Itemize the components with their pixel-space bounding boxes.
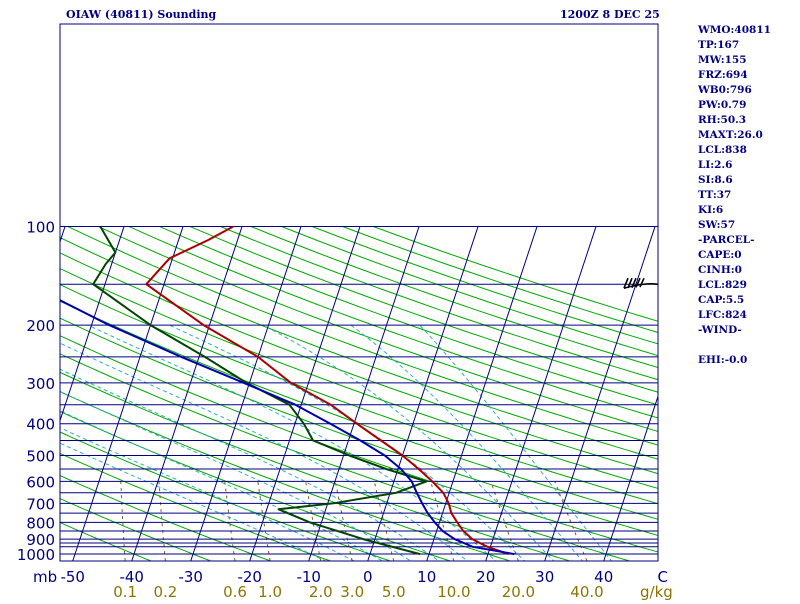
pressure-tick-label: 700 — [26, 495, 55, 513]
temperature-tick-label: 30 — [535, 568, 554, 586]
stat-line — [698, 338, 771, 353]
isotherm-line — [368, 227, 478, 561]
stat-line: LI:2.6 — [698, 158, 771, 173]
stat-line: RH:50.3 — [698, 113, 771, 128]
mixing-ratio-label: 5.0 — [382, 583, 406, 600]
stat-line: TT:37 — [698, 188, 771, 203]
stat-line: CAPE:0 — [698, 248, 771, 263]
pressure-tick-label: 400 — [26, 416, 55, 434]
stat-line: CINH:0 — [698, 263, 771, 278]
stat-line: MAXT:26.0 — [698, 128, 771, 143]
mixing-ratio-label: 20.0 — [502, 583, 535, 600]
pressure-tick-label: 200 — [26, 317, 55, 335]
pressure-tick-label: 600 — [26, 473, 55, 491]
mixing-ratio-label: 0.2 — [153, 583, 177, 600]
pressure-tick-label: 1000 — [17, 546, 55, 564]
isotherm-line — [0, 227, 6, 561]
stat-line: SW:57 — [698, 218, 771, 233]
stat-line: KI:6 — [698, 203, 771, 218]
stat-line: TP:167 — [698, 38, 771, 53]
mixing-ratio-line — [335, 481, 352, 561]
isotherms — [0, 227, 800, 561]
plot-frame — [60, 24, 658, 561]
stat-line: WMO:40811 — [698, 23, 771, 38]
chart-title: OIAW (40811) Sounding — [66, 8, 216, 21]
stat-line: MW:155 — [698, 53, 771, 68]
valid-time: 1200Z 8 DEC 25 — [560, 8, 660, 21]
mixing-ratio-label: 10.0 — [437, 583, 470, 600]
stat-line: LCL:829 — [698, 278, 771, 293]
pressure-tick-label: 300 — [26, 375, 55, 393]
stat-line: FRZ:694 — [698, 68, 771, 83]
mixing-ratio-line — [258, 481, 270, 561]
pressure-tick-label: 500 — [26, 447, 55, 465]
dry-adiabat-line — [0, 227, 168, 568]
temperature-tick-label: 0 — [363, 568, 373, 586]
mixing-ratio-label: 0.1 — [113, 583, 137, 600]
dry-adiabat-line — [98, 227, 800, 568]
temperature-tick-label: 20 — [476, 568, 495, 586]
mixing-ratio-label: 2.0 — [309, 583, 333, 600]
stat-line: SI:8.6 — [698, 173, 771, 188]
stat-line: PW:0.79 — [698, 98, 771, 113]
stat-line: WB0:796 — [698, 83, 771, 98]
dry-adiabat-line — [0, 227, 471, 568]
isotherm-line — [73, 227, 183, 561]
dry-adiabat-line — [7, 227, 800, 568]
stat-line: EHI:-0.0 — [698, 353, 771, 368]
pressure-tick-label: 100 — [26, 219, 55, 237]
pressure-unit-label: mb — [33, 568, 57, 586]
isotherm-line — [309, 227, 419, 561]
mixing-ratio-label: 1.0 — [258, 583, 282, 600]
isotherm-line — [545, 227, 655, 561]
pressure-tick-label: 800 — [26, 514, 55, 532]
wind-barb-flag — [640, 278, 644, 287]
stat-line: -PARCEL- — [698, 233, 771, 248]
temperature-tick-label: -30 — [178, 568, 203, 586]
mixing-ratio-line — [225, 481, 235, 561]
stat-line: LCL:838 — [698, 143, 771, 158]
mixing-ratio-line — [159, 481, 166, 561]
mixing-ratio-label: 0.6 — [223, 583, 247, 600]
isotherm-line — [132, 227, 242, 561]
stat-line: LFC:824 — [698, 308, 771, 323]
temperature-tick-label: -50 — [60, 568, 85, 586]
mixing-ratio-label: 3.0 — [340, 583, 364, 600]
stat-line: CAP:5.5 — [698, 293, 771, 308]
mixing-ratio-unit-label: g/kg — [640, 583, 673, 600]
stat-line: -WIND- — [698, 323, 771, 338]
mixing-ratio-label: 40.0 — [570, 583, 603, 600]
wind-barbs — [624, 278, 658, 288]
temperature-tick-label: 10 — [417, 568, 436, 586]
